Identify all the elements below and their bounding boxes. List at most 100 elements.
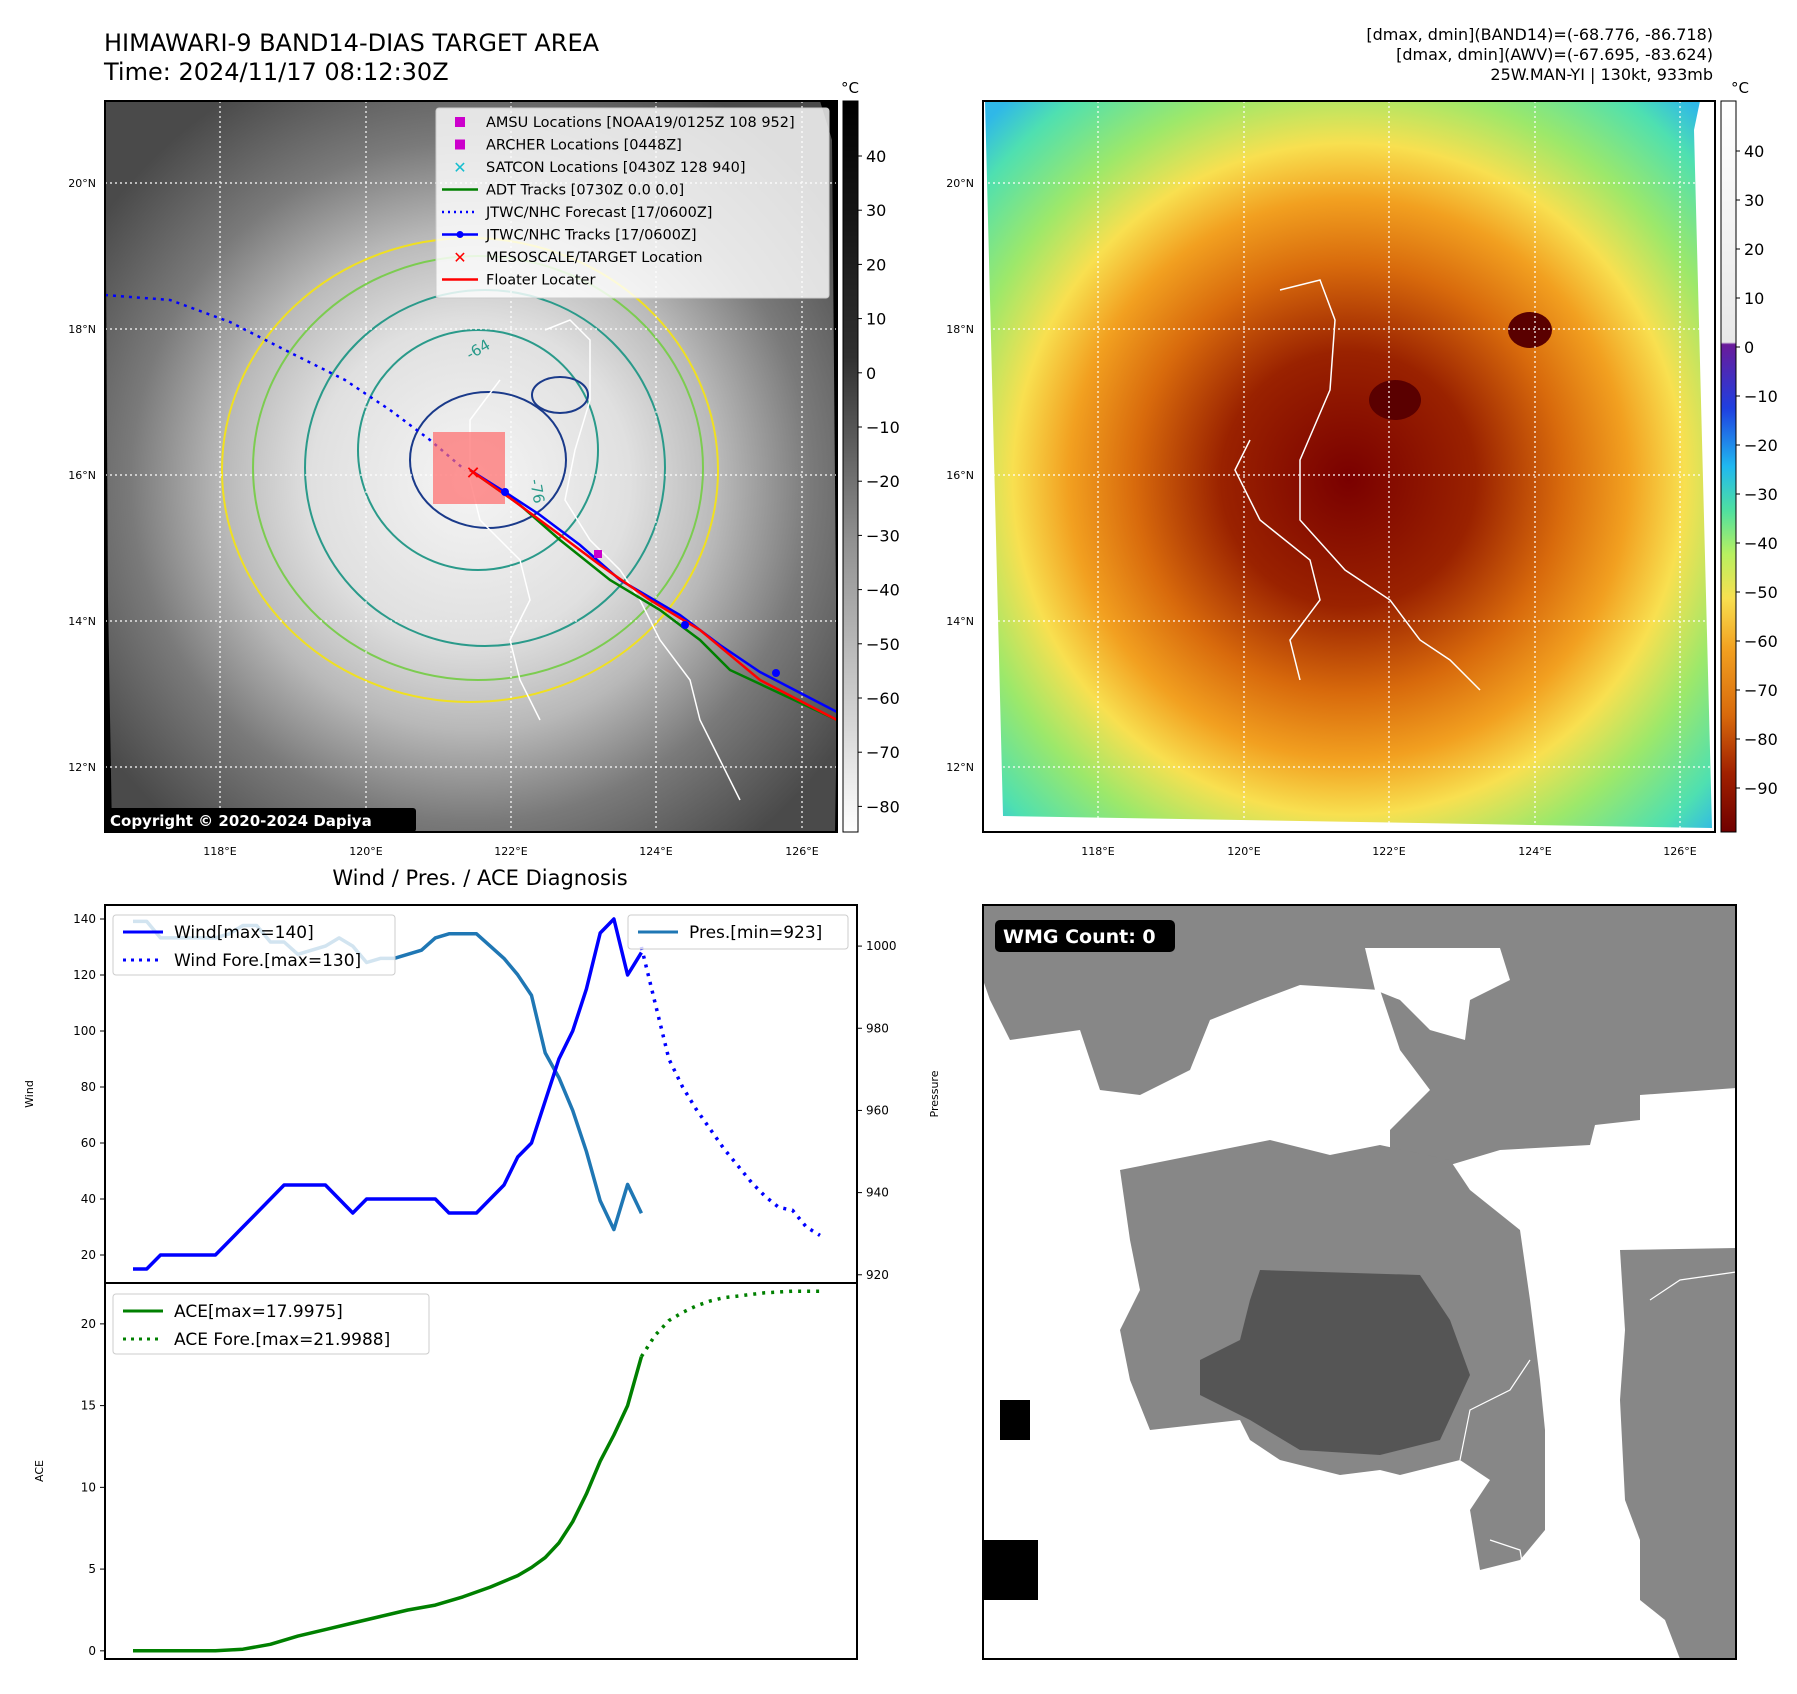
wmg-count-label: WMG Count: 0 (1003, 926, 1156, 948)
right-colorbar: °C 40 30 20 10 0 −10 −20 −30 −40 −50 −60 −70 −80 −90 (1720, 79, 1778, 833)
colorbar-tick-label: −60 (866, 689, 900, 708)
wmg-region-gray-east (1620, 1248, 1736, 1659)
legend-marker: ✕ (453, 158, 466, 177)
legend-label: JTWC/NHC Tracks [17/0600Z] (485, 228, 697, 244)
cold-cloud-top (1508, 312, 1552, 348)
pres-legend-box (627, 914, 849, 950)
right-colorbar-unit: °C (1731, 79, 1749, 97)
lat-tick: 18°N (946, 323, 974, 336)
legend-label: ARCHER Locations [0448Z] (486, 138, 682, 154)
legend-label: JTWC/NHC Forecast [17/0600Z] (485, 205, 712, 221)
wmg-panel: WMG Count: 0 (982, 904, 1737, 1660)
left-colorbar-unit: °C (841, 79, 859, 97)
wind-tick-label: 140 (73, 912, 96, 926)
lat-tick: 18°N (68, 323, 96, 336)
ace-tick-label: 15 (81, 1399, 96, 1413)
colorbar-tick-label: −90 (1744, 779, 1778, 798)
colorbar-tick-label: 40 (1744, 142, 1764, 161)
colorbar-tick-label: −40 (1744, 534, 1778, 553)
right-colorbar-bar (1720, 100, 1737, 833)
ace-axis-label: ACE (33, 1460, 46, 1482)
lon-tick: 118°E (1081, 845, 1114, 858)
colorbar-tick-label: −20 (1744, 436, 1778, 455)
legend-label: AMSU Locations [NOAA19/0125Z 108 952] (486, 115, 795, 131)
figure-title: HIMAWARI-9 BAND14-DIAS TARGET AREA (104, 29, 600, 57)
pres-tick-label: 960 (866, 1103, 889, 1117)
wmg-region-dark (1200, 1270, 1470, 1455)
map-legend-box (435, 107, 830, 299)
ace-line (133, 1356, 644, 1653)
colorbar-tick-label: 10 (1744, 289, 1764, 308)
wind-tick-label: 60 (81, 1136, 96, 1150)
wmg-region-gray (983, 905, 1736, 1165)
colorbar-tick-label: −70 (866, 743, 900, 762)
colorbar-tick-label: −20 (866, 472, 900, 491)
jtwc-forecast-track (104, 293, 466, 471)
colorbar-tick-label: −30 (866, 526, 900, 545)
legend-label: Floater Locater (486, 273, 595, 289)
lat-tick: 14°N (68, 615, 96, 628)
lat-tick: 20°N (68, 177, 96, 190)
pres-legend: Pres.[min=923] (627, 914, 849, 950)
wind-line (133, 917, 643, 1271)
legend-label: SATCON Locations [0430Z 128 940] (486, 160, 745, 176)
wind-legend-box (112, 914, 396, 976)
pres-legend-label: Pres.[min=923] (689, 923, 822, 943)
lon-tick: 122°E (1372, 845, 1405, 858)
contour-teal-inner (357, 329, 599, 571)
colorbar-tick-label: 30 (1744, 191, 1764, 210)
lon-tick: 124°E (639, 845, 672, 858)
ace-legend-box (112, 1293, 430, 1355)
lat-tick: 12°N (68, 761, 96, 774)
contour-label: -76 (526, 478, 548, 505)
left-colorbar-bar (842, 100, 859, 833)
ace-tick-label: 20 (81, 1317, 96, 1331)
lat-tick: 14°N (946, 615, 974, 628)
copyright-text: Copyright © 2020-2024 Dapiya (110, 812, 372, 830)
colorbar-tick-label: −50 (1744, 583, 1778, 602)
mesoscale-target-box (433, 432, 505, 504)
lon-tick: 124°E (1518, 845, 1551, 858)
copyright-box (104, 808, 416, 832)
pres-tick-label: 1000 (866, 939, 897, 953)
right-lon-ticks: 118°E 120°E 122°E 124°E 126°E (1081, 845, 1696, 858)
legend-marker (455, 117, 465, 127)
pres-tick-label: 980 (866, 1021, 889, 1035)
info-storm: 25W.MAN-YI | 130kt, 933mb (1490, 65, 1713, 84)
lon-tick: 118°E (203, 845, 236, 858)
right-map-frame (982, 100, 1716, 833)
colorbar-tick-label: −70 (1744, 681, 1778, 700)
lat-tick: 16°N (946, 469, 974, 482)
lon-tick: 126°E (785, 845, 818, 858)
wind-legend-label: Wind[max=140] (174, 923, 314, 943)
right-coastline (1234, 279, 1481, 691)
amsu-marker (594, 550, 602, 558)
left-colorbar: °C 40 30 20 10 0 −10 −20 −30 −40 −50 −60 −70 −80 (841, 79, 900, 833)
cold-cloud-top (1369, 380, 1421, 420)
wmg-region-black (1000, 1400, 1030, 1440)
diag-title: Wind / Pres. / ACE Diagnosis (332, 866, 627, 890)
wmg-count-box (995, 920, 1175, 952)
info-band14: [dmax, dmin](BAND14)=(-68.776, -86.718) (1366, 25, 1713, 44)
floater-locater-track (469, 468, 838, 722)
wmg-coastline (1459, 1271, 1737, 1581)
lat-tick: 12°N (946, 761, 974, 774)
colorbar-tick-label: −40 (866, 581, 900, 600)
contour-navy-small (531, 376, 589, 414)
ace-forecast-line (639, 1289, 820, 1358)
colorbar-tick-label: −80 (866, 797, 900, 816)
lon-tick: 120°E (349, 845, 382, 858)
colorbar-tick-label: 20 (866, 255, 886, 274)
colorbar-tick-label: −60 (1744, 632, 1778, 651)
wind-tick-label: 100 (73, 1024, 96, 1038)
ace-tick-label: 5 (88, 1562, 96, 1576)
left-lon-ticks: 118°E 120°E 122°E 124°E 126°E (203, 845, 818, 858)
pressure-axis-label: Pressure (928, 1070, 941, 1117)
lat-tick: 20°N (946, 177, 974, 190)
left-colorbar-ticks: 40 30 20 10 0 −10 −20 −30 −40 −50 −60 −70 −80 (858, 147, 900, 816)
diag-ticks: 140 120 100 80 60 40 20 1000 980 960 940 920 20 15 10 5… (73, 912, 896, 1658)
wind-tick-label: 20 (81, 1248, 96, 1262)
wmg-frame (982, 904, 1737, 1660)
colorbar-tick-label: −10 (1744, 387, 1778, 406)
